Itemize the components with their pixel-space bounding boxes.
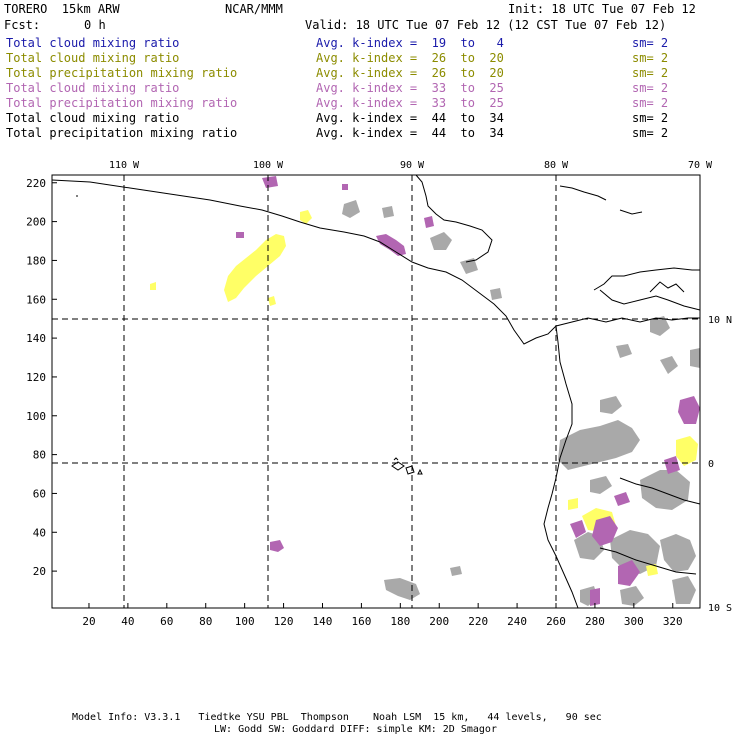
init-time: Init: 18 UTC Tue 07 Feb 12 [508,2,696,16]
x-tick-label: 140 [313,615,333,628]
y-tick-label: 220 [26,177,46,190]
x-tick-label: 180 [390,615,410,628]
legend-row-7-sm: sm= 2 [632,126,669,140]
axis-tick-labels: 20 40 60 80 100 120 140 160 180 200 220 240 260 280 30… [26,177,683,628]
lon-label-80w: 80 W [544,160,569,171]
lat-label-0: 0 [708,459,714,470]
x-tick-label: 120 [274,615,294,628]
y-tick-label: 20 [33,565,46,578]
y-tick-label: 160 [26,293,46,306]
x-tick-label: 320 [663,615,683,628]
legend-row-1-field: Total cloud mixing ratio [6,36,180,50]
legend-row-2-sm: sm= 2 [632,51,669,65]
model-title: TORERO 15km ARW [4,2,120,16]
legend-row-3-k: Avg. k-index = 26 to 20 [316,66,504,80]
x-tick-label: 240 [507,615,527,628]
valid-time: Valid: 18 UTC Tue 07 Feb 12 (12 CST Tue … [305,18,667,32]
forecast-value: 0 h [84,18,106,32]
forecast-label: Fcst: [4,18,41,32]
x-tick-label: 280 [585,615,605,628]
legend-row-6-sm: sm= 2 [632,111,669,125]
lon-label-100w: 100 W [253,160,284,171]
lat-label-10s: 10 S [708,603,732,614]
legend-row-3-sm: sm= 2 [632,66,669,80]
y-tick-label: 180 [26,254,46,267]
legend-row-4-sm: sm= 2 [632,81,669,95]
legend-row-7-k: Avg. k-index = 44 to 34 [316,126,504,140]
x-tick-label: 160 [351,615,371,628]
footer-physics: LW: Godd SW: Goddard DIFF: simple KM: 2D… [214,724,497,735]
legend-row-7-field: Total precipitation mixing ratio [6,126,238,140]
legend-row-6-field: Total cloud mixing ratio [6,111,180,125]
legend-row-1-k: Avg. k-index = 19 to 4 [316,36,504,50]
x-tick-label: 220 [468,615,488,628]
footer-model-info: Model Info: V3.3.1 Tiedtke YSU PBL Thomp… [72,712,602,723]
x-tick-label: 60 [160,615,173,628]
axis-ticks [52,182,674,608]
y-tick-label: 140 [26,332,46,345]
legend-row-6-k: Avg. k-index = 44 to 34 [316,111,504,125]
moisture-overlay [150,176,700,606]
y-tick-label: 40 [33,526,46,539]
legend-row-5-field: Total precipitation mixing ratio [6,96,238,110]
lat-label-10n: 10 N [708,315,732,326]
legend-row-1-sm: sm= 2 [632,36,669,50]
organization: NCAR/MMM [225,2,283,16]
legend-row-4-k: Avg. k-index = 33 to 25 [316,81,504,95]
legend-row-3-field: Total precipitation mixing ratio [6,66,238,80]
lon-label-70w: 70 W [688,160,713,171]
legend-row-5-sm: sm= 2 [632,96,669,110]
x-tick-label: 20 [82,615,95,628]
legend-row-2-field: Total cloud mixing ratio [6,51,180,65]
x-tick-label: 80 [199,615,212,628]
x-tick-label: 300 [624,615,644,628]
legend-row-2-k: Avg. k-index = 26 to 20 [316,51,504,65]
x-tick-label: 200 [429,615,449,628]
plot-frame [51,174,701,609]
lon-label-90w: 90 W [400,160,425,171]
y-tick-label: 200 [26,216,46,229]
legend-row-4-field: Total cloud mixing ratio [6,81,180,95]
y-tick-label: 60 [33,487,46,500]
x-tick-label: 260 [546,615,566,628]
graticule [52,175,700,608]
x-tick-label: 100 [235,615,255,628]
legend-row-5-k: Avg. k-index = 33 to 25 [316,96,504,110]
y-tick-label: 80 [33,449,46,462]
x-tick-label: 40 [121,615,134,628]
y-tick-label: 100 [26,410,46,423]
coastlines [51,174,701,609]
y-tick-label: 120 [26,371,46,384]
lon-label-110w: 110 W [109,160,140,171]
